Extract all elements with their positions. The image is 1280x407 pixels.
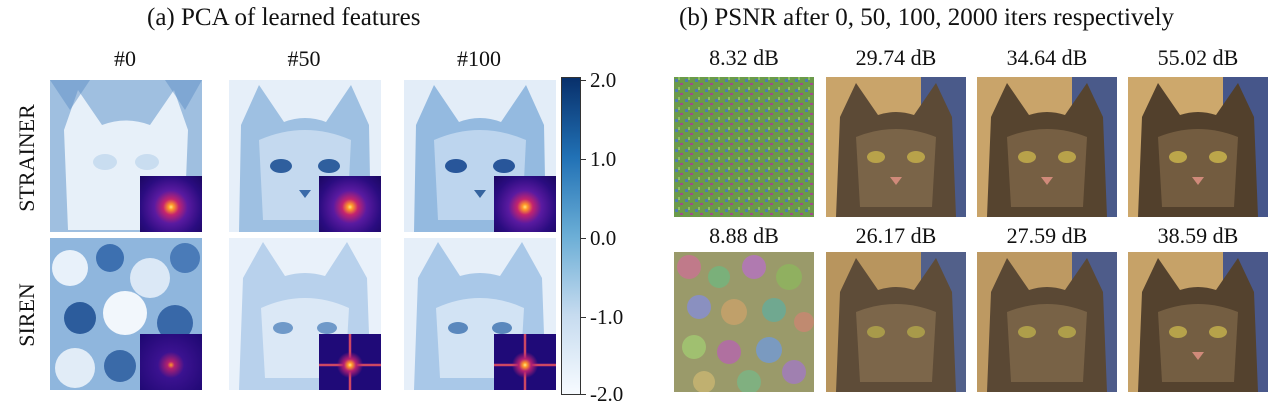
column-label-0: #0 bbox=[114, 46, 136, 71]
colorbar-tick-neg2: -2.0 bbox=[579, 382, 624, 406]
psnr-label-r1-0: 8.32 dB bbox=[709, 45, 779, 70]
fft-inset-strainer-100 bbox=[494, 176, 556, 232]
psnr-label-r1-50: 29.74 dB bbox=[855, 45, 937, 70]
reconstruction-r1-iter0-noise bbox=[674, 77, 814, 217]
psnr-label-r2-50: 26.17 dB bbox=[855, 223, 937, 248]
row-label-strainer: STRAINER bbox=[14, 104, 39, 212]
reconstruction-r2-iter100-cat bbox=[977, 252, 1117, 392]
pca-strainer-iter100 bbox=[404, 80, 556, 232]
pca-strainer-iter0 bbox=[50, 80, 202, 232]
colorbar-tick-0: 0.0 bbox=[579, 226, 617, 250]
pca-strainer-iter50 bbox=[229, 80, 381, 232]
psnr-label-r2-0: 8.88 dB bbox=[709, 223, 779, 248]
colorbar-tick-1: 1.0 bbox=[579, 147, 617, 171]
colorbar-tick-2: 2.0 bbox=[579, 68, 617, 92]
pca-siren-iter50 bbox=[229, 238, 381, 390]
colorbar-tick-neg1: -1.0 bbox=[579, 305, 624, 329]
column-label-50: #50 bbox=[287, 46, 321, 71]
fft-inset-siren-100 bbox=[494, 334, 556, 390]
psnr-label-r2-100: 27.59 dB bbox=[1006, 223, 1088, 248]
pca-siren-iter0 bbox=[50, 238, 202, 390]
reconstruction-r1-iter100-cat bbox=[977, 77, 1117, 217]
fft-inset-siren-50 bbox=[319, 334, 381, 390]
fft-inset-siren-0 bbox=[140, 334, 202, 390]
colorbar bbox=[561, 77, 581, 395]
psnr-label-r1-2000: 55.02 dB bbox=[1157, 45, 1239, 70]
psnr-label-r1-100: 34.64 dB bbox=[1006, 45, 1088, 70]
reconstruction-r1-iter50-cat bbox=[826, 77, 966, 217]
panel-b-title: (b) PSNR after 0, 50, 100, 2000 iters re… bbox=[679, 4, 1175, 31]
reconstruction-r2-iter50-cat bbox=[826, 252, 966, 392]
column-label-100: #100 bbox=[457, 46, 501, 71]
fft-inset-strainer-50 bbox=[319, 176, 381, 232]
reconstruction-r2-iter0-noise bbox=[674, 252, 814, 392]
reconstruction-r1-iter2000-cat bbox=[1128, 77, 1268, 217]
fft-inset-strainer-0 bbox=[140, 176, 202, 232]
reconstruction-r2-iter2000-cat bbox=[1128, 252, 1268, 392]
pca-siren-iter100 bbox=[404, 238, 556, 390]
psnr-label-r2-2000: 38.59 dB bbox=[1157, 223, 1239, 248]
panel-a-title: (a) PCA of learned features bbox=[147, 4, 421, 31]
row-label-siren: SIREN bbox=[14, 283, 39, 347]
